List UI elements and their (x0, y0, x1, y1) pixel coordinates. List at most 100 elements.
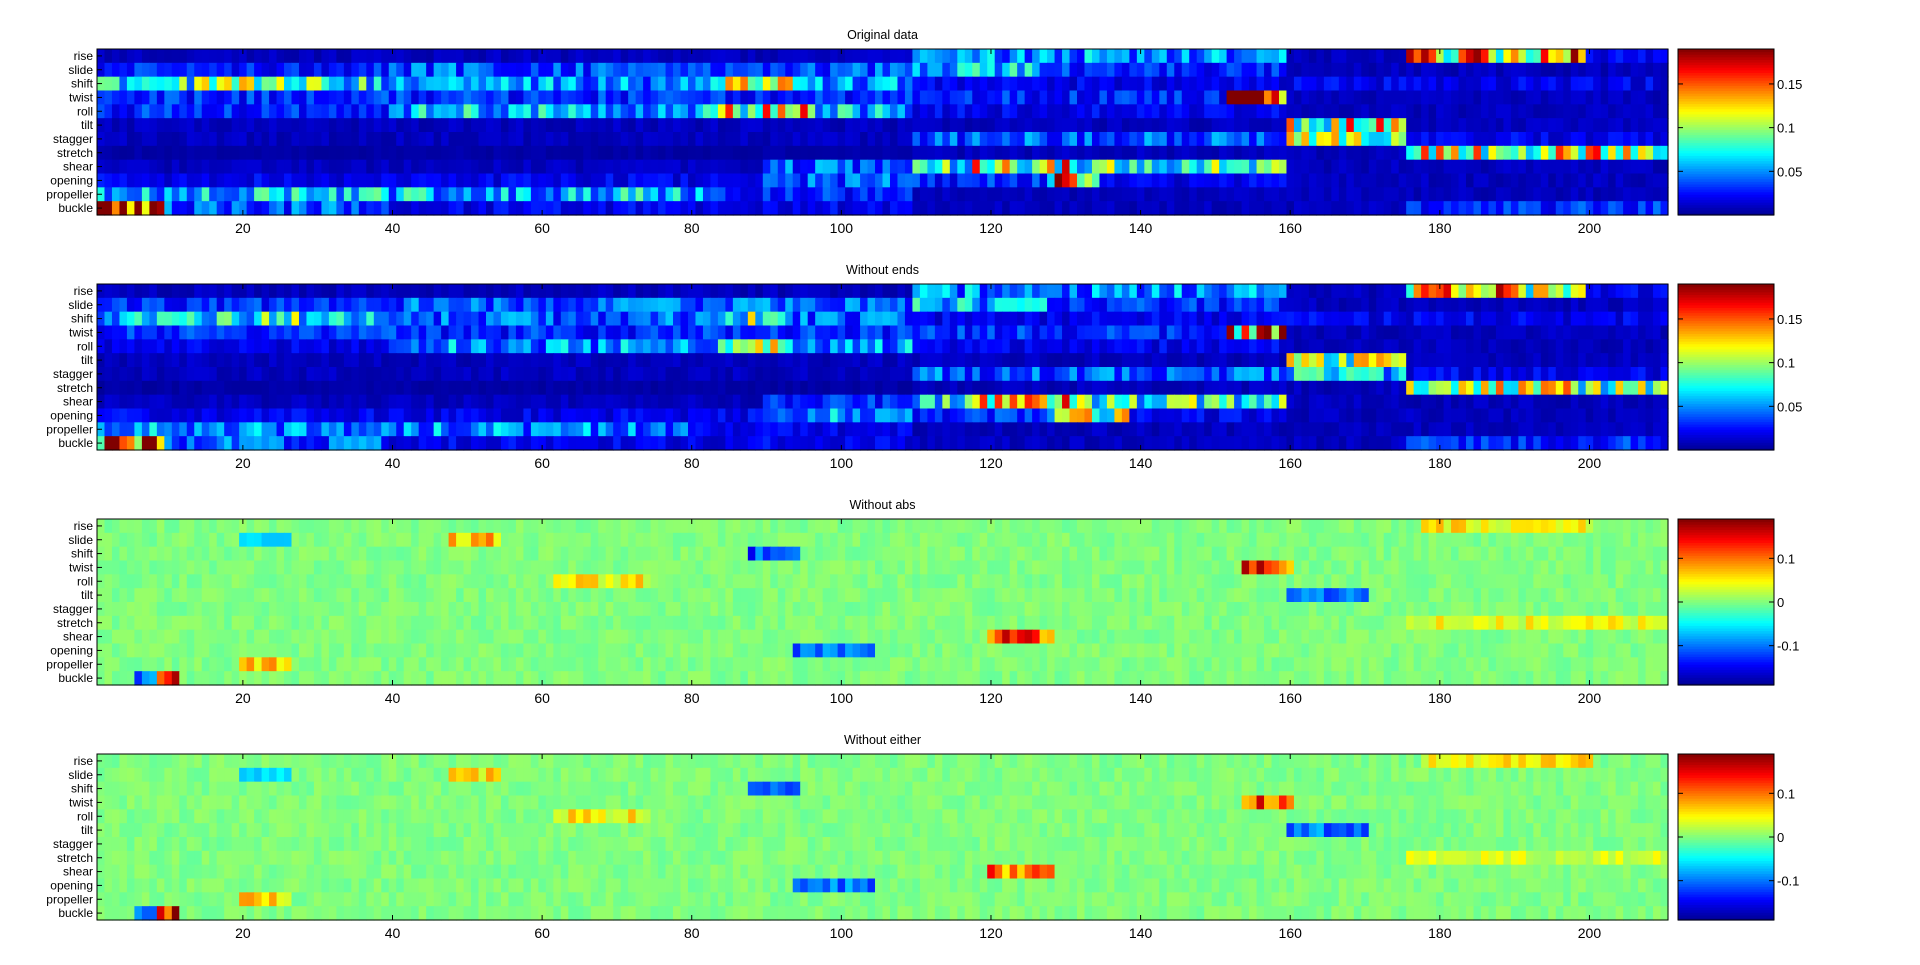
heatmap-cell (479, 353, 487, 367)
heatmap-cell (501, 174, 509, 188)
heatmap-cell (1137, 91, 1145, 105)
heatmap-cell (187, 104, 195, 118)
heatmap-cell (875, 174, 883, 188)
heatmap-cell (1129, 422, 1137, 436)
heatmap-cell (1234, 381, 1242, 395)
heatmap-cell (1571, 132, 1579, 146)
heatmap-cell (329, 436, 337, 450)
heatmap-cell (1144, 77, 1152, 91)
heatmap-cell (823, 298, 831, 312)
heatmap-cell (351, 146, 359, 160)
heatmap-cell (187, 395, 195, 409)
heatmap-cell (1384, 146, 1392, 160)
heatmap-cell (688, 132, 696, 146)
heatmap-cell (321, 49, 329, 63)
heatmap-cell (389, 326, 397, 340)
heatmap-cell (1563, 104, 1571, 118)
heatmap-cell (374, 298, 382, 312)
heatmap-cell (935, 298, 943, 312)
heatmap-cell (396, 201, 404, 215)
heatmap-cell (1541, 49, 1549, 63)
heatmap-cell (194, 312, 202, 326)
heatmap-cell (209, 187, 217, 201)
heatmap-cell (1638, 422, 1646, 436)
heatmap-cell (1137, 187, 1145, 201)
heatmap-cell (1084, 146, 1092, 160)
heatmap-cell (1429, 49, 1437, 63)
heatmap-cell (232, 367, 240, 381)
heatmap-cell (965, 298, 973, 312)
heatmap-cell (1174, 91, 1182, 105)
heatmap-cell (299, 49, 307, 63)
heatmap-cell (314, 201, 322, 215)
heatmap-cell (112, 367, 120, 381)
heatmap-cell (1466, 146, 1474, 160)
heatmap-cell (1593, 312, 1601, 326)
heatmap-cell (890, 91, 898, 105)
heatmap-cell (725, 49, 733, 63)
heatmap-cell (187, 381, 195, 395)
heatmap-cell (1376, 77, 1384, 91)
heatmap-cell (1384, 422, 1392, 436)
heatmap-cell (1167, 160, 1175, 174)
heatmap-cell (1017, 381, 1025, 395)
heatmap-cell (1391, 77, 1399, 91)
heatmap-cell (1234, 284, 1242, 298)
heatmap-cell (1608, 49, 1616, 63)
heatmap-cell (1496, 326, 1504, 340)
heatmap-cell (1084, 367, 1092, 381)
heatmap-cell (553, 422, 561, 436)
heatmap-cell (142, 118, 150, 132)
heatmap-cell (1272, 298, 1280, 312)
heatmap-cell (127, 381, 135, 395)
heatmap-cell (404, 298, 412, 312)
heatmap-cell (172, 146, 180, 160)
heatmap-cell (718, 174, 726, 188)
heatmap-cell (1055, 409, 1063, 423)
heatmap-cell (957, 201, 965, 215)
heatmap-cell (262, 367, 270, 381)
heatmap-cell (381, 174, 389, 188)
heatmap-cell (1384, 339, 1392, 353)
heatmap-cell (523, 367, 531, 381)
heatmap-cell (830, 201, 838, 215)
heatmap-cell (1331, 367, 1339, 381)
heatmap-cell (1631, 284, 1639, 298)
heatmap-cell (546, 91, 554, 105)
heatmap-cell (1167, 146, 1175, 160)
heatmap-cell (845, 104, 853, 118)
heatmap-cell (643, 326, 651, 340)
heatmap-cell (1586, 298, 1594, 312)
heatmap-cell (927, 284, 935, 298)
heatmap-cell (441, 312, 449, 326)
heatmap-cell (262, 132, 270, 146)
heatmap-cell (1272, 187, 1280, 201)
heatmap-cell (673, 422, 681, 436)
heatmap-cell (1593, 63, 1601, 77)
heatmap-cell (912, 132, 920, 146)
heatmap-cell (838, 91, 846, 105)
heatmap-cell (1429, 63, 1437, 77)
heatmap-cell (172, 91, 180, 105)
heatmap-cell (673, 104, 681, 118)
heatmap-cell (1459, 63, 1467, 77)
heatmap-cell (456, 422, 464, 436)
heatmap-cell (860, 187, 868, 201)
heatmap-cell (688, 146, 696, 160)
heatmap-cell (1601, 63, 1609, 77)
heatmap-cell (980, 201, 988, 215)
heatmap-cell (1444, 339, 1452, 353)
heatmap-cell (262, 422, 270, 436)
heatmap-cell (1242, 91, 1250, 105)
heatmap-cell (1541, 326, 1549, 340)
heatmap-cell (1002, 201, 1010, 215)
heatmap-cell (1047, 160, 1055, 174)
heatmap-cell (1077, 146, 1085, 160)
heatmap-cell (1571, 160, 1579, 174)
heatmap-cell (321, 367, 329, 381)
heatmap-cell (942, 298, 950, 312)
heatmap-cell (149, 91, 157, 105)
heatmap-cell (666, 367, 674, 381)
heatmap-cell (1354, 381, 1362, 395)
heatmap-cell (1055, 353, 1063, 367)
